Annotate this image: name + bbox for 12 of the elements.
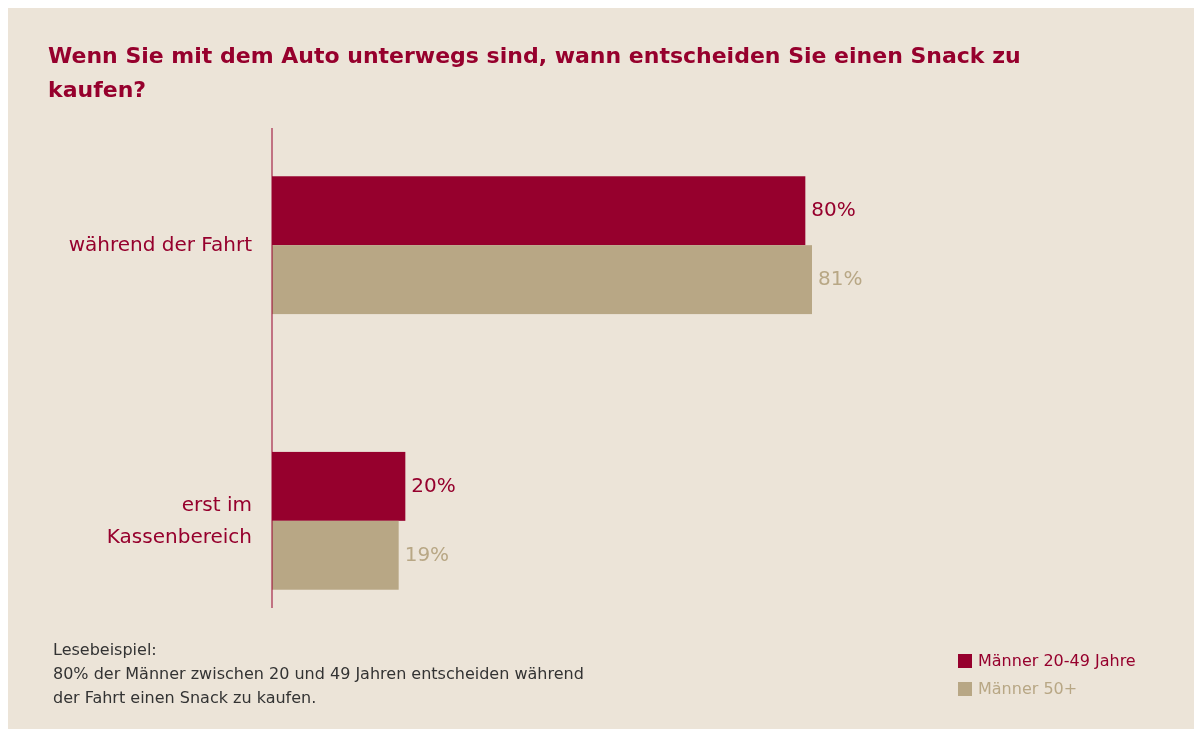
bar (272, 520, 399, 590)
chart-title: Wenn Sie mit dem Auto unterwegs sind, wann entscheiden Sie einen Snack zu kaufen? (48, 43, 1021, 102)
legend-label: Männer 20-49 Jahre (978, 651, 1136, 670)
data-label: 81% (818, 266, 863, 291)
y-tick-label: erst im Kassenbereich (106, 491, 252, 548)
text: Lesebeispiel: 80% der Männer zwischen 20 und 49 Jahren entscheiden während der Fahrt einen Snack zu kaufen. (53, 640, 584, 707)
legend-label: Männer 50+ (978, 679, 1078, 698)
data-label: 80% (811, 197, 856, 222)
data-label: 20% (411, 472, 456, 497)
data-label: 19% (404, 541, 450, 566)
y-tick-label: während der Fahrt (68, 231, 253, 256)
bar (272, 245, 812, 315)
